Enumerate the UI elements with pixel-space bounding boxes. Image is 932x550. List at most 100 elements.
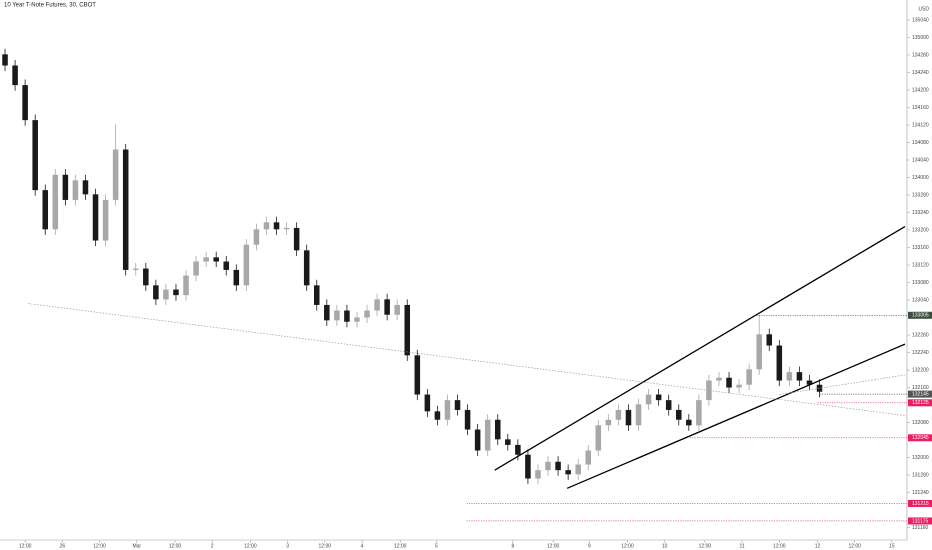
x-tick-label: 12 (815, 543, 821, 549)
price-label: 132125 (912, 400, 929, 406)
candle-body (213, 257, 219, 262)
x-tick-label: 10 (662, 543, 668, 549)
y-tick-label: 131240 (912, 490, 929, 496)
x-tick-label: Mar (132, 543, 141, 549)
candle-body (806, 380, 813, 385)
candle-body (505, 439, 511, 445)
candle-body (273, 222, 280, 230)
candle-body (535, 470, 541, 479)
candle-body (253, 229, 260, 245)
candle-body (32, 120, 38, 191)
candle-body (756, 334, 762, 370)
y-tick-label: 135040 (912, 17, 929, 23)
candle-body (243, 244, 250, 286)
y-tick-label: 132280 (912, 332, 929, 338)
candle-body (585, 450, 592, 465)
candle-body (2, 54, 8, 66)
candle-body (364, 310, 370, 318)
x-tick-label: 12:00 (169, 543, 182, 549)
candle-body (404, 304, 411, 356)
x-tick-label: 12:00 (848, 543, 861, 549)
candle-body (344, 310, 350, 322)
candle-body (796, 372, 803, 381)
candle-body (555, 461, 561, 471)
candle-body (525, 454, 531, 479)
candle-body (334, 310, 340, 321)
x-tick-label: 12:00 (93, 543, 106, 549)
candle-body (303, 250, 310, 286)
candle-body (766, 334, 773, 346)
candle-body (434, 411, 441, 420)
y-tick-label: 134080 (912, 140, 929, 146)
candle-body (484, 419, 491, 451)
trend-line (28, 303, 906, 416)
candle-body (706, 380, 712, 401)
trend-line (494, 225, 906, 471)
y-tick-label: 132160 (912, 385, 929, 391)
candle-body (102, 199, 109, 241)
candle-body (655, 394, 662, 401)
price-label: 131215 (912, 501, 929, 507)
chart-title: 10 Year T-Note Futures, 30, CBOT (4, 3, 96, 9)
candle-body (313, 285, 320, 305)
candle-body (293, 227, 300, 251)
y-tick-label: 135000 (912, 35, 929, 41)
candle-body (454, 400, 461, 410)
y-tick-label: 133280 (912, 192, 929, 198)
y-tick-label: 132200 (912, 367, 929, 373)
candle-body (92, 194, 99, 241)
candle-body (494, 419, 501, 440)
y-tick-label: 133200 (912, 227, 929, 233)
candle-body (122, 149, 129, 270)
y-tick-label: 133240 (912, 210, 929, 216)
candle-body (384, 299, 390, 315)
candle-body (223, 261, 230, 270)
candle-body (474, 429, 481, 451)
candle-body (42, 190, 49, 230)
x-tick-label: 11 (739, 543, 744, 549)
candle-body (776, 345, 783, 381)
price-label-box (908, 499, 932, 507)
x-tick-label: 12:00 (394, 543, 407, 549)
candle-body (595, 425, 602, 451)
x-tick-label: 9 (588, 543, 591, 549)
candle-body (545, 461, 551, 471)
candle-body (635, 404, 642, 426)
x-tick-label: 12:00 (547, 543, 560, 549)
candle-body (173, 289, 179, 296)
candle-body (575, 464, 581, 475)
candle-body (82, 180, 89, 195)
candle-body (726, 377, 732, 388)
y-tick-label: 134280 (912, 52, 929, 58)
x-tick-label: 12:00 (19, 543, 32, 549)
y-tick-label: 133160 (912, 245, 929, 251)
candle-body (163, 289, 169, 300)
candle-body (625, 409, 632, 426)
y-tick-label: 133040 (912, 297, 929, 303)
x-tick-label: 3 (286, 543, 289, 549)
x-tick-label: 12:00 (244, 543, 257, 549)
x-tick-label: 12:00 (319, 543, 332, 549)
x-tick-label: 8 (511, 543, 514, 549)
candle-body (12, 65, 18, 86)
trend-line (779, 374, 906, 395)
candle-body (675, 409, 682, 420)
x-tick-label: 12:00 (621, 543, 634, 549)
candle-body (374, 299, 380, 311)
currency-label: USD (918, 6, 929, 12)
price-label: 132045 (912, 435, 929, 441)
candle-body (112, 149, 119, 200)
price-label-box (908, 311, 932, 319)
price-label-box (908, 434, 932, 442)
candle-body (444, 400, 451, 420)
candle-body (605, 419, 612, 426)
candle-body (424, 394, 431, 412)
y-tick-label: 131280 (912, 472, 929, 478)
candle-body (52, 174, 59, 230)
candle-body (183, 275, 189, 296)
candle-body (354, 317, 360, 322)
candle-body (263, 222, 270, 230)
price-label-box (908, 390, 932, 398)
y-tick-label: 131160 (912, 525, 929, 531)
